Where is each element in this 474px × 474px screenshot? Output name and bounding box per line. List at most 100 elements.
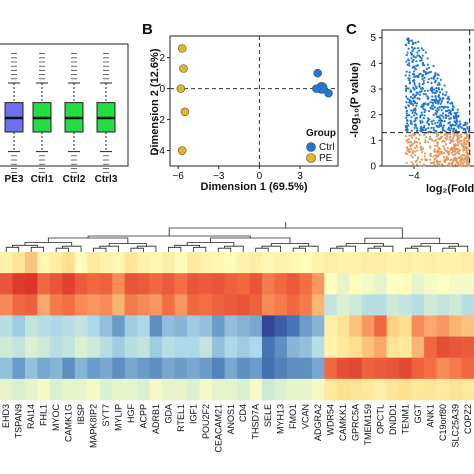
point-significant [412, 48, 415, 51]
point-significant [411, 111, 414, 114]
heatmap-cell [187, 357, 200, 380]
heatmap-cell [349, 273, 363, 295]
point-significant [430, 77, 433, 80]
point-significant [442, 126, 445, 129]
point-significant [454, 124, 457, 127]
point-significant [431, 122, 434, 125]
point-significant [435, 129, 438, 133]
legend-title: Group [306, 128, 336, 139]
point-significant [425, 67, 428, 70]
heatmap-cell [411, 336, 425, 359]
heatmap-cell [249, 252, 263, 274]
point-nonsignificant [412, 132, 415, 135]
point-significant [466, 126, 469, 129]
heatmap-cell [324, 378, 338, 401]
heatmap-cell [336, 378, 350, 401]
point-significant [423, 76, 426, 79]
heatmap-cell [162, 252, 175, 274]
point-nonsignificant [458, 149, 462, 152]
heatmap-cell [386, 315, 400, 337]
gene-label: IBSP [76, 404, 86, 425]
heatmap-cell [149, 315, 163, 337]
heatmap-cell [436, 357, 450, 380]
point-significant [429, 101, 432, 104]
point-significant [407, 104, 410, 107]
point-nonsignificant [425, 136, 428, 139]
gene-label: RTEL1 [176, 404, 186, 432]
point-significant [411, 97, 414, 100]
point-nonsignificant [436, 162, 439, 165]
point-significant [416, 92, 419, 95]
panel-b-x-axis-title: Dimension 1 (69.5%) [201, 181, 308, 193]
point-significant [417, 40, 420, 43]
point-nonsignificant [458, 137, 461, 140]
point-significant [448, 117, 451, 120]
point-significant [447, 122, 450, 125]
point-nonsignificant [405, 146, 409, 149]
panel-b-frame [169, 35, 339, 167]
heatmap-cell [311, 273, 325, 295]
dendrogram-link [411, 245, 431, 252]
heatmap-column-dendrogram [5, 222, 469, 252]
point-pe [179, 64, 188, 73]
heatmap-cell [99, 252, 113, 274]
point-nonsignificant [450, 158, 453, 161]
panel-c-x-axis-title: log₂(Fold [426, 183, 474, 195]
point-nonsignificant [406, 141, 409, 144]
heatmap-cell [224, 357, 238, 380]
point-significant [442, 116, 445, 119]
dendrogram-link [224, 245, 244, 252]
dendrogram-link [93, 247, 107, 252]
heatmap-cell [424, 252, 437, 274]
heatmap-cell [37, 336, 51, 359]
heatmap-cell [112, 273, 126, 295]
gene-label: THSD7A [251, 404, 261, 440]
heatmap-cell [212, 294, 225, 316]
heatmap-cell [199, 273, 213, 295]
point-nonsignificant [456, 147, 459, 150]
point-nonsignificant [465, 140, 469, 143]
point-nonsignificant [456, 161, 459, 164]
heatmap-cell [299, 294, 313, 316]
panel-b-x-ticks: −6 −3 0 3 [172, 166, 303, 182]
point-significant [415, 126, 418, 130]
point-significant [405, 101, 408, 104]
point-significant [434, 72, 437, 75]
point-significant [414, 123, 417, 126]
heatmap-cell [411, 273, 425, 295]
heatmap-cell [224, 315, 238, 337]
point-significant [430, 104, 434, 108]
dendrogram-link [336, 245, 356, 252]
heatmap-cell [324, 294, 338, 316]
heatmap-cell [212, 336, 225, 359]
point-nonsignificant [451, 149, 454, 152]
point-significant [419, 129, 422, 132]
point-significant [406, 119, 409, 122]
heatmap-cell [49, 378, 63, 401]
point-significant [426, 89, 429, 92]
point-nonsignificant [461, 159, 464, 162]
heatmap-cell [224, 294, 238, 316]
point-significant [414, 117, 417, 120]
dendrogram-link [448, 245, 469, 252]
heatmap-cell [436, 273, 450, 295]
heatmap-cell [361, 294, 375, 316]
point-significant [422, 117, 425, 120]
heatmap-cell [449, 357, 462, 380]
point-nonsignificant [451, 147, 454, 150]
point-nonsignificant [466, 152, 469, 155]
heatmap-cell [74, 294, 88, 316]
point-nonsignificant [465, 147, 468, 150]
point-significant [441, 114, 444, 117]
gene-label: CEACAM21 [213, 404, 223, 453]
x-tick-label: 3 [297, 171, 303, 182]
point-nonsignificant [458, 159, 462, 162]
heatmap-cell [87, 294, 101, 316]
heatmap-cell [261, 336, 275, 359]
heatmap-cell [261, 378, 275, 401]
point-significant [407, 41, 410, 45]
point-nonsignificant [423, 141, 427, 144]
heatmap-cell [199, 252, 213, 274]
heatmap-cell [374, 336, 387, 359]
gene-label: DNDD1 [388, 404, 398, 435]
